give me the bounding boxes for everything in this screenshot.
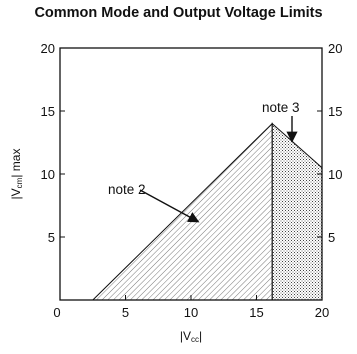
x-tick-label: 15	[249, 305, 263, 320]
annotation-arrow-note-2	[139, 189, 200, 223]
y2-tick-label: 15	[328, 104, 342, 119]
x-tick-label: 20	[315, 305, 329, 320]
y2-tick-label: 5	[328, 230, 335, 245]
annotation-note-3: note 3	[262, 100, 300, 115]
y-tick-label: 5	[48, 230, 55, 245]
y2-tick-label: 10	[328, 167, 342, 182]
y-tick-label: 10	[41, 167, 55, 182]
y2-tick-label: 20	[328, 41, 342, 56]
chart-title: Common Mode and Output Voltage Limits	[34, 5, 323, 21]
annotation-note-2: note 2	[108, 182, 146, 197]
y-tick-label: 20	[41, 41, 55, 56]
x-tick-label: 0	[53, 305, 60, 320]
y-tick-label: 15	[41, 104, 55, 119]
region-note-2	[91, 122, 273, 301]
x-tick-label: 10	[184, 305, 198, 320]
x-axis-label: |Vcc|	[180, 329, 202, 344]
y-axis-label: |Vcm| max	[9, 149, 24, 200]
x-tick-label: 5	[122, 305, 129, 320]
region-note-3	[271, 122, 323, 301]
